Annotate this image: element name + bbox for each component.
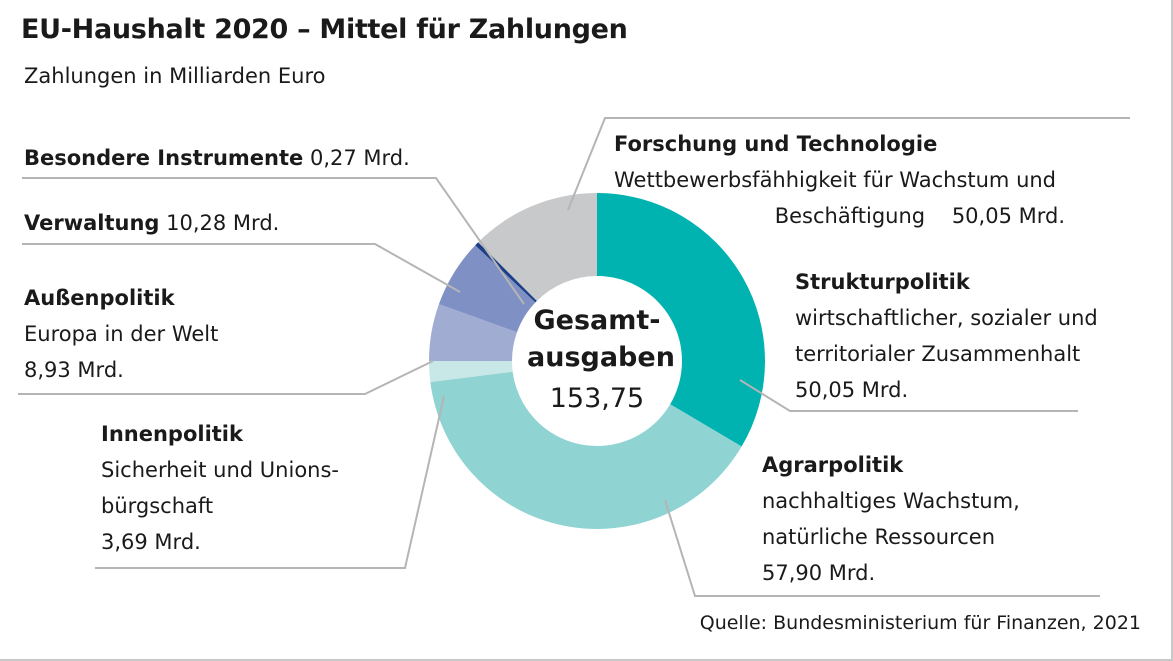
label-besondere-value: 0,27 Mrd.	[309, 146, 410, 170]
donut-slices	[429, 193, 766, 529]
label-forschung-line3: Beschäftigung 50,05 Mrd.	[775, 198, 1065, 234]
center-label-line1: Gesamt-	[533, 305, 661, 336]
slice-innen	[429, 361, 513, 383]
leader-lines	[18, 117, 1130, 597]
label-innen-line2: Sicherheit und Unions-	[101, 458, 339, 482]
label-forschung-value: 50,05 Mrd.	[951, 204, 1065, 228]
leader-struktur	[739, 379, 1078, 412]
label-aussen: Außenpolitik Europa in der Welt 8,93 Mrd…	[24, 280, 218, 388]
source-note: Quelle: Bundesministerium für Finanzen, …	[699, 612, 1141, 634]
label-innen-line3: bürgschaft	[101, 494, 214, 518]
chart-subtitle: Zahlungen in Milliarden Euro	[24, 64, 326, 88]
label-agrar: Agrarpolitik nachhaltiges Wachstum, natü…	[762, 447, 1020, 591]
leader-forschung	[567, 117, 1130, 211]
label-aussen-line2: Europa in der Welt	[24, 322, 219, 346]
label-besondere: Besondere Instrumente 0,27 Mrd.	[24, 140, 410, 176]
label-verwaltung-name: Verwaltung	[24, 211, 160, 235]
leader-agrar	[664, 499, 1100, 597]
label-struktur-value: 50,05 Mrd.	[795, 378, 909, 402]
label-agrar-name: Agrarpolitik	[762, 453, 904, 477]
label-innen-value: 3,69 Mrd.	[101, 530, 201, 554]
label-struktur: Strukturpolitik wirtschaftlicher, sozial…	[795, 264, 1098, 408]
label-innen: Innenpolitik Sicherheit und Unions- bürg…	[101, 416, 339, 560]
chart-title: EU-Haushalt 2020 – Mittel für Zahlungen	[21, 14, 628, 45]
label-agrar-line2: nachhaltiges Wachstum,	[762, 489, 1020, 513]
slice-teal	[597, 193, 766, 447]
leader-aussen	[18, 360, 434, 395]
label-agrar-line3: natürliche Ressourcen	[762, 525, 996, 549]
label-forschung-name: Forschung und Technologie	[614, 132, 938, 156]
label-struktur-line3: territorialer Zusammenhalt	[795, 342, 1081, 366]
slice-agrar	[430, 371, 742, 529]
label-struktur-line2: wirtschaftlicher, sozialer und	[795, 306, 1098, 330]
center-total-value: 153,75	[549, 383, 645, 414]
label-forschung-line2: Wettbewerbsfähhigkeit für Wachstum und	[614, 168, 1057, 192]
label-aussen-value: 8,93 Mrd.	[24, 358, 124, 382]
label-innen-name: Innenpolitik	[101, 422, 243, 446]
slice-verwaltung	[438, 245, 536, 333]
slice-aussen	[429, 304, 518, 361]
label-agrar-value: 57,90 Mrd.	[762, 561, 876, 585]
label-verwaltung: Verwaltung 10,28 Mrd.	[24, 205, 279, 241]
center-label-line2: ausgaben	[527, 342, 675, 373]
slice-rest	[478, 193, 597, 301]
label-besondere-name: Besondere Instrumente	[24, 146, 304, 170]
leader-verwaltung	[22, 243, 461, 293]
label-struktur-name: Strukturpolitik	[795, 270, 970, 294]
label-verwaltung-value: 10,28 Mrd.	[166, 211, 280, 235]
label-forschung-line3-text: Beschäftigung	[774, 204, 926, 228]
leader-besondere	[22, 177, 525, 305]
leader-innen	[95, 395, 445, 569]
label-aussen-name: Außenpolitik	[24, 286, 175, 310]
